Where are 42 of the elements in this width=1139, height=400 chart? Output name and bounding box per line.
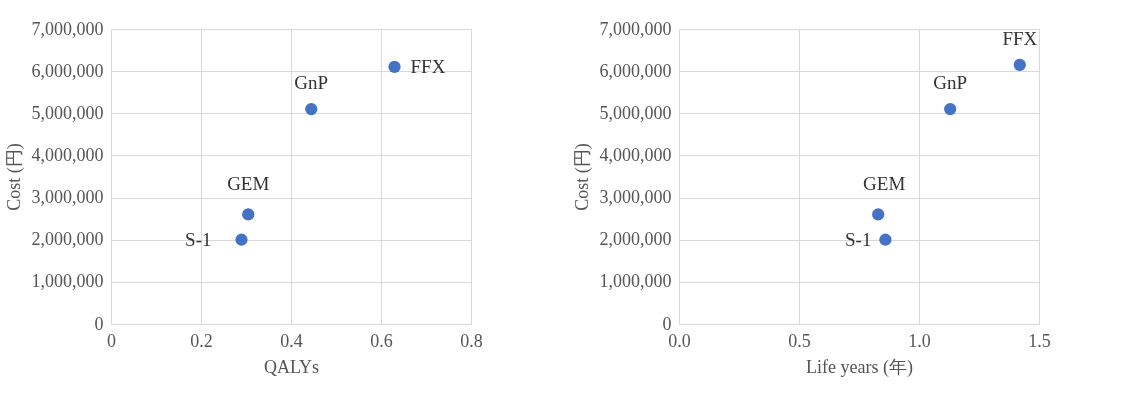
point bbox=[305, 102, 318, 116]
y-axis-title: Cost (円) bbox=[571, 143, 593, 211]
x-tick-label: 0.6 bbox=[370, 330, 393, 351]
y-tick-label: 3,000,000 bbox=[599, 187, 672, 208]
x-tick-label: 1.0 bbox=[908, 330, 931, 351]
point bbox=[388, 60, 401, 74]
y-tick-label: 0 bbox=[94, 313, 104, 334]
annotation: S-1 bbox=[844, 228, 872, 250]
y-tick-label: 4,000,000 bbox=[599, 144, 672, 165]
x-tick-label: 0.5 bbox=[788, 330, 811, 351]
annotation: GnP bbox=[294, 72, 329, 94]
y-tick-label: 4,000,000 bbox=[31, 144, 104, 165]
y-axis-title: Cost (円) bbox=[3, 143, 25, 211]
x-axis-title: QALYs bbox=[263, 356, 320, 377]
x-axis-title: Life years (年) bbox=[806, 356, 913, 378]
annotation: FFX bbox=[1002, 27, 1038, 49]
annotation: GEM bbox=[227, 173, 270, 195]
y-tick-label: 5,000,000 bbox=[31, 102, 104, 123]
y-tick-label: 6,000,000 bbox=[31, 60, 104, 81]
x-tick-label: 0.2 bbox=[190, 330, 213, 351]
point bbox=[242, 208, 255, 221]
x-tick-label: 0.4 bbox=[280, 330, 303, 351]
annotation: FFX bbox=[410, 55, 446, 77]
y-tick-label: 7,000,000 bbox=[31, 18, 104, 39]
point bbox=[879, 233, 892, 246]
x-tick-label: 1.5 bbox=[1028, 330, 1051, 351]
annotation: S-1 bbox=[185, 228, 212, 250]
y-tick-label: 3,000,000 bbox=[31, 187, 104, 208]
annotation: GEM bbox=[863, 173, 906, 195]
x-tick-label: 0.8 bbox=[460, 330, 483, 351]
y-tick-label: 2,000,000 bbox=[599, 229, 672, 250]
annotation: GnP bbox=[933, 72, 968, 94]
point bbox=[944, 102, 957, 116]
y-tick-label: 1,000,000 bbox=[599, 271, 672, 292]
point bbox=[872, 208, 885, 221]
y-tick-label: 5,000,000 bbox=[599, 102, 672, 123]
y-tick-label: 2,000,000 bbox=[31, 229, 104, 250]
y-tick-label: 1,000,000 bbox=[31, 271, 104, 292]
y-tick-label: 7,000,000 bbox=[599, 18, 672, 39]
y-tick-label: 6,000,000 bbox=[599, 60, 672, 81]
point bbox=[1013, 58, 1026, 71]
point bbox=[235, 233, 248, 246]
